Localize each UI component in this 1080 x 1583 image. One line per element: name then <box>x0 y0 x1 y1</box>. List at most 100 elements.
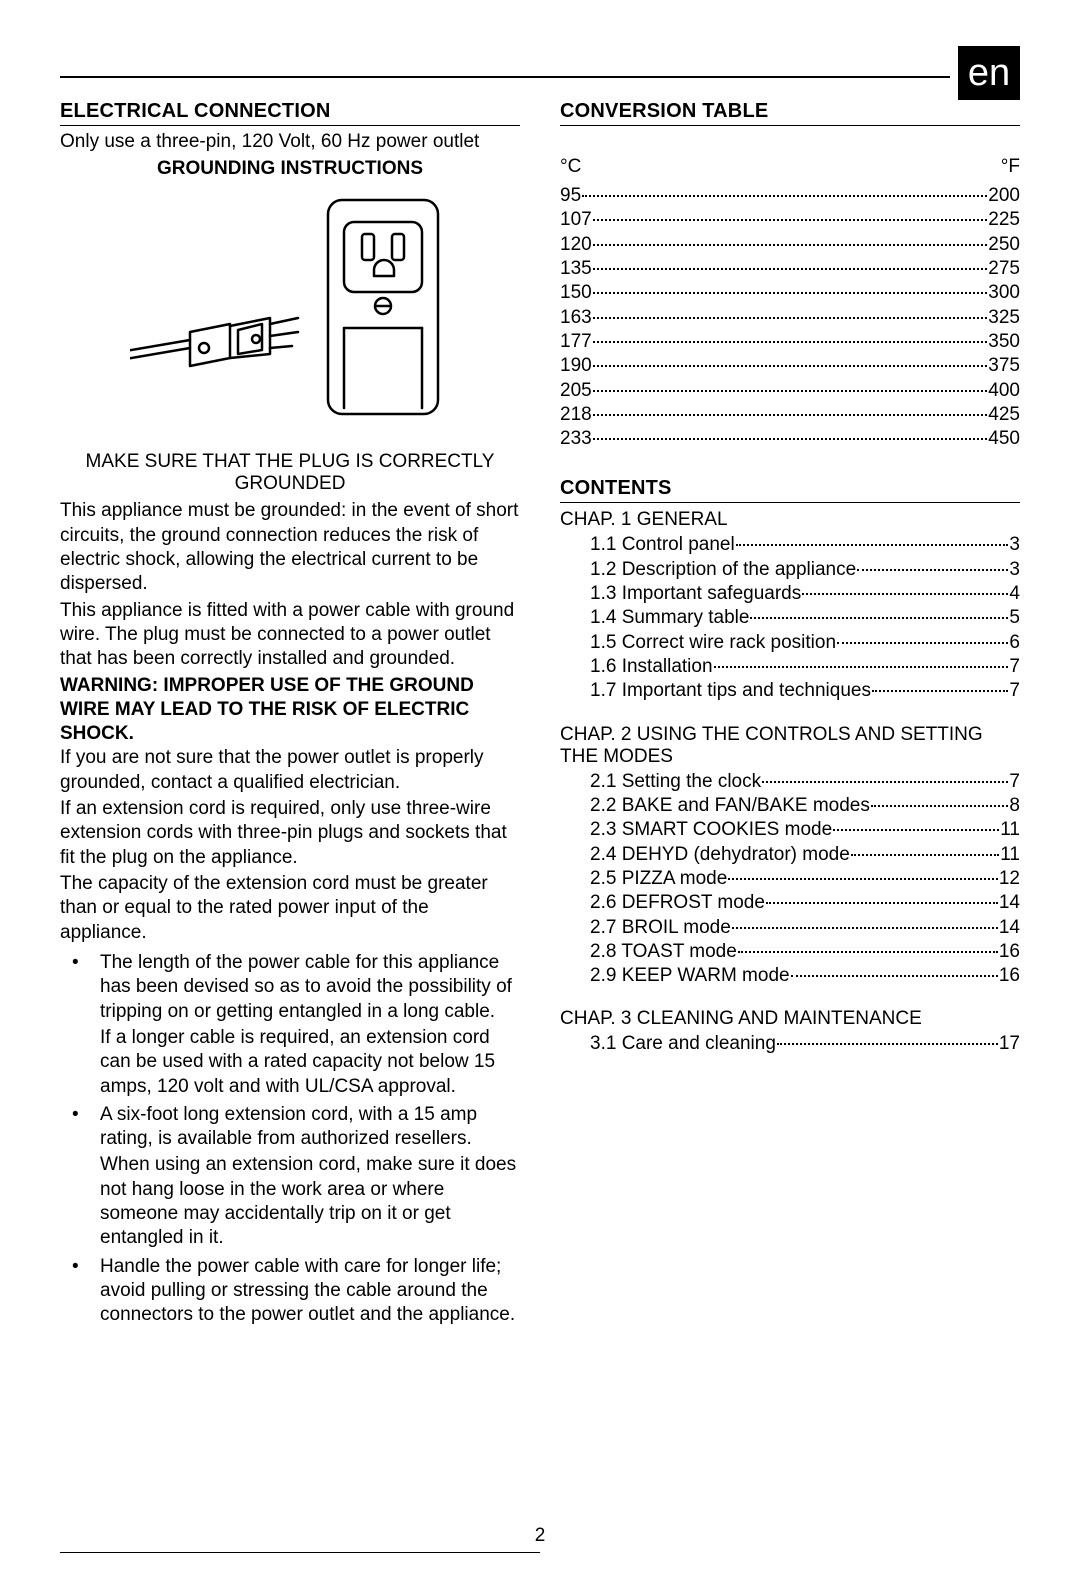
toc-label: 2.9 KEEP WARM mode <box>590 964 790 988</box>
fahrenheit-value: 350 <box>988 330 1020 354</box>
toc-page: 11 <box>1000 818 1020 842</box>
leader-dots <box>582 195 987 197</box>
celsius-value: 120 <box>560 233 592 257</box>
toc-label: 1.4 Summary table <box>590 606 749 630</box>
bullet-item: A six-foot long extension cord, with a 1… <box>60 1103 520 1251</box>
toc-page: 6 <box>1009 631 1020 655</box>
fahrenheit-label: °F <box>1001 156 1020 178</box>
celsius-value: 218 <box>560 403 592 427</box>
leader-dots <box>593 219 988 221</box>
leader-dots <box>837 642 1008 644</box>
toc-chapter-title: CHAP. 1 GENERAL <box>560 509 1020 531</box>
toc-page: 14 <box>999 916 1020 940</box>
toc-chapter-title: CHAP. 3 CLEANING AND MAINTENANCE <box>560 1008 1020 1030</box>
page-number: 2 <box>0 1525 1080 1547</box>
celsius-value: 150 <box>560 281 592 305</box>
toc-label: 2.7 BROIL mode <box>590 916 731 940</box>
toc-chapter: CHAP. 1 GENERAL1.1 Control panel 31.2 De… <box>560 509 1020 703</box>
leader-dots <box>714 666 1009 668</box>
toc-chapter: CHAP. 3 CLEANING AND MAINTENANCE3.1 Care… <box>560 1008 1020 1056</box>
toc-label: 1.1 Control panel <box>590 533 735 557</box>
toc-page: 7 <box>1009 655 1020 679</box>
right-column: CONVERSION TABLE °C °F 95200107225120250… <box>560 100 1020 1332</box>
toc-row: 1.7 Important tips and techniques 7 <box>560 679 1020 703</box>
left-column: ELECTRICAL CONNECTION Only use a three-p… <box>60 100 520 1332</box>
toc-label: 2.2 BAKE and FAN/BAKE modes <box>590 794 870 818</box>
leader-dots <box>593 268 988 270</box>
fahrenheit-value: 200 <box>988 184 1020 208</box>
para-capacity: The capacity of the extension cord must … <box>60 872 520 945</box>
toc-label: 1.5 Correct wire rack position <box>590 631 836 655</box>
leader-dots <box>833 829 999 831</box>
contents-heading: CONTENTS <box>560 477 1020 503</box>
fahrenheit-value: 450 <box>988 427 1020 451</box>
fahrenheit-value: 425 <box>988 403 1020 427</box>
leader-dots <box>736 544 1009 546</box>
conversion-row: 135275 <box>560 257 1020 281</box>
toc-page: 7 <box>1009 679 1020 703</box>
conversion-row: 120 250 <box>560 233 1020 257</box>
toc-row: 1.6 Installation 7 <box>560 655 1020 679</box>
para-grounded: This appliance must be grounded: in the … <box>60 499 520 596</box>
bullet-main: A six-foot long extension cord, with a 1… <box>100 1104 477 1149</box>
toc-row: 1.3 Important safeguards 4 <box>560 582 1020 606</box>
conversion-row: 205 400 <box>560 379 1020 403</box>
toc-label: 2.1 Setting the clock <box>590 770 761 794</box>
toc-label: 2.6 DEFROST mode <box>590 891 765 915</box>
conversion-row: 163325 <box>560 306 1020 330</box>
toc-page: 16 <box>999 964 1020 988</box>
toc-page: 16 <box>999 940 1020 964</box>
toc-row: 2.6 DEFROST mode 14 <box>560 891 1020 915</box>
toc-page: 7 <box>1009 770 1020 794</box>
toc-page: 12 <box>999 867 1020 891</box>
toc-label: 1.2 Description of the appliance <box>590 558 856 582</box>
toc-row: 2.1 Setting the clock 7 <box>560 770 1020 794</box>
toc-row: 1.5 Correct wire rack position 6 <box>560 631 1020 655</box>
leader-dots <box>777 1043 998 1045</box>
toc-row: 2.3 SMART COOKIES mode 11 <box>560 818 1020 842</box>
bullet-item: Handle the power cable with care for lon… <box>60 1255 520 1328</box>
celsius-value: 205 <box>560 379 592 403</box>
leader-dots <box>593 317 988 319</box>
leader-dots <box>851 854 999 856</box>
leader-dots <box>766 902 998 904</box>
celsius-label: °C <box>560 156 581 178</box>
leader-dots <box>738 951 998 953</box>
fahrenheit-value: 250 <box>988 233 1020 257</box>
conversion-row: 218 425 <box>560 403 1020 427</box>
leader-dots <box>762 781 1008 783</box>
para-extension: If an extension cord is required, only u… <box>60 797 520 870</box>
toc-label: 2.3 SMART COOKIES mode <box>590 818 832 842</box>
leader-dots <box>857 569 1008 571</box>
toc-row: 2.2 BAKE and FAN/BAKE modes 8 <box>560 794 1020 818</box>
leader-dots <box>728 878 998 880</box>
toc-row: 2.9 KEEP WARM mode 16 <box>560 964 1020 988</box>
celsius-value: 177 <box>560 330 592 354</box>
toc-label: 2.8 TOAST mode <box>590 940 737 964</box>
toc-row: 3.1 Care and cleaning 17 <box>560 1032 1020 1056</box>
toc-chapter: CHAP. 2 USING THE CONTROLS AND SETTING T… <box>560 724 1020 989</box>
fahrenheit-value: 300 <box>988 281 1020 305</box>
toc-page: 3 <box>1009 533 1020 557</box>
toc-row: 1.1 Control panel 3 <box>560 533 1020 557</box>
toc-page: 17 <box>999 1032 1020 1056</box>
leader-dots <box>593 414 988 416</box>
para-electrician: If you are not sure that the power outle… <box>60 746 520 795</box>
toc-page: 5 <box>1009 606 1020 630</box>
leader-dots <box>593 244 988 246</box>
grounding-instructions-heading: GROUNDING INSTRUCTIONS <box>60 158 520 180</box>
top-rule <box>60 76 950 78</box>
fahrenheit-value: 400 <box>988 379 1020 403</box>
warning-text: WARNING: IMPROPER USE OF THE GROUND WIRE… <box>60 674 520 747</box>
toc-page: 4 <box>1009 582 1020 606</box>
electrical-connection-heading: ELECTRICAL CONNECTION <box>60 100 520 126</box>
celsius-value: 107 <box>560 208 592 232</box>
bullet-main: The length of the power cable for this a… <box>100 952 512 1022</box>
leader-dots <box>593 438 988 440</box>
two-column-layout: ELECTRICAL CONNECTION Only use a three-p… <box>60 100 1020 1332</box>
bullet-item: The length of the power cable for this a… <box>60 951 520 1099</box>
toc-chapter-title: CHAP. 2 USING THE CONTROLS AND SETTING T… <box>560 724 1020 768</box>
conversion-row: 190375 <box>560 354 1020 378</box>
toc-page: 11 <box>1000 843 1020 867</box>
leader-dots <box>593 292 988 294</box>
